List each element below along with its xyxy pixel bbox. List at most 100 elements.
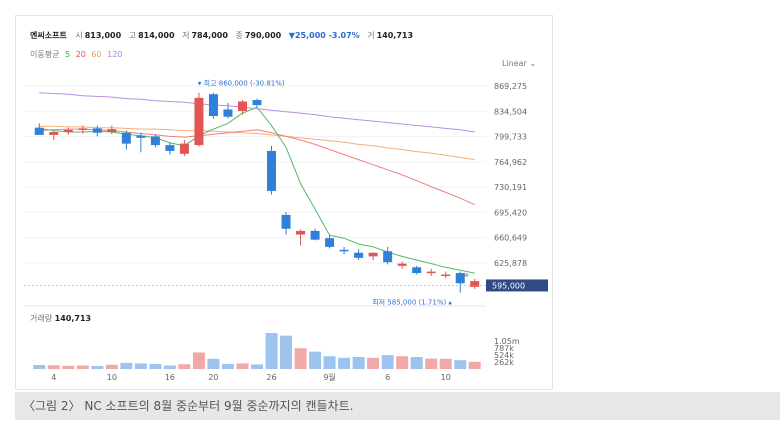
ma20-line <box>39 128 475 206</box>
volume-bar <box>221 363 234 369</box>
volume-value: 140,713 <box>376 31 414 40</box>
figure-caption: 〈그림 2〉 NC 소프트의 8월 중순부터 9월 중순까지의 캔들차트. <box>15 392 780 420</box>
x-tick-label: 20 <box>208 373 218 382</box>
candle-body <box>310 230 320 240</box>
chevron-right-icon: » <box>463 270 469 281</box>
ma5-line <box>39 106 475 274</box>
y-tick-label: 799,733 <box>494 133 527 142</box>
volume-bar <box>425 358 438 369</box>
y-tick-label: 660,649 <box>494 234 527 243</box>
candle-body <box>92 128 102 133</box>
volume-bar <box>91 366 104 369</box>
stock-header: 엔씨소프트 시 813,000 고 814,000 저 784,000 종 790,00… <box>30 30 418 41</box>
scale-selector[interactable]: Linear ⌄ <box>502 59 536 68</box>
volume-bar <box>338 357 351 369</box>
y-tick-label: 764,962 <box>494 158 527 167</box>
y-tick-label: 625,878 <box>494 259 527 268</box>
candle-body <box>325 238 335 247</box>
volume-bar <box>76 365 89 369</box>
candle-body <box>252 100 262 106</box>
candle-body <box>121 132 131 144</box>
ma-label: 이동평균 <box>30 50 60 59</box>
ma-60: 60 <box>91 50 102 59</box>
volume-bar <box>410 357 423 369</box>
open-label: 시 <box>75 31 83 40</box>
volume-panel-value: 140,713 <box>54 314 92 323</box>
volume-tick-label: 1.05m <box>494 337 520 346</box>
candle-body <box>179 143 189 154</box>
volume-bar <box>381 355 394 369</box>
candle-body <box>150 136 160 146</box>
volume-bar <box>236 363 249 369</box>
candle-body <box>281 214 291 229</box>
candle-body <box>49 132 59 135</box>
low-price: 784,000 <box>191 31 228 40</box>
volume-bar <box>367 357 380 369</box>
candle-body <box>136 135 146 138</box>
volume-bar <box>309 351 322 369</box>
candlestick-chart[interactable]: 869,275 834,504 799,733 764,962 730,191 695,4… <box>16 16 553 390</box>
x-tick-label: 26 <box>266 373 276 382</box>
low-label: 저 <box>182 31 190 40</box>
volume-bar <box>192 352 205 369</box>
volume-bar <box>47 365 60 369</box>
chevron-down-icon: ⌄ <box>529 59 537 68</box>
candle-body <box>397 263 407 266</box>
ma-20: 20 <box>75 50 86 59</box>
volume-bar <box>352 357 365 369</box>
scale-label: Linear <box>502 59 527 68</box>
volume-tick-label: 787k <box>494 344 514 353</box>
volume-bar <box>439 358 452 369</box>
ma120-line <box>39 92 475 133</box>
x-tick-label: 4 <box>51 373 56 382</box>
volume-bar <box>207 358 220 369</box>
low-annotation: 최저 585,000 (1.71%) ▴ <box>372 298 452 307</box>
candle-body <box>455 273 465 284</box>
candle-body <box>383 251 393 263</box>
current-price-tag <box>486 279 548 292</box>
volume-label: 거 <box>367 31 375 40</box>
ma-120: 120 <box>107 50 123 59</box>
candle-body <box>223 109 233 117</box>
volume-bar <box>396 356 409 369</box>
volume-bar <box>120 362 133 369</box>
y-tick-label: 730,191 <box>494 183 527 192</box>
close-price: 790,000 <box>244 31 282 40</box>
high-label: 고 <box>128 31 137 40</box>
candle-body <box>267 150 277 191</box>
x-tick-label: 10 <box>107 373 117 382</box>
high-annotation: ▾ 최고 860,000 (-30.81%) <box>198 79 285 88</box>
candle-body <box>78 128 88 130</box>
volume-bar <box>251 364 263 369</box>
x-tick-label: 6 <box>385 373 390 382</box>
volume-panel-label: 거래량 <box>30 314 53 323</box>
close-label: 종 <box>235 31 243 40</box>
current-price-label: 595,000 <box>492 281 525 290</box>
candle-body <box>296 230 306 235</box>
price-change: ▼25,000 -3.07% <box>288 31 360 40</box>
candle-body <box>368 252 378 257</box>
candle-body <box>107 129 117 133</box>
candle-body <box>426 271 436 274</box>
volume-bar <box>163 365 176 369</box>
volume-bar <box>265 333 278 369</box>
candle-body <box>194 97 204 146</box>
candle-body <box>208 94 218 117</box>
open-price: 813,000 <box>84 31 122 40</box>
volume-tick-label: 524k <box>494 351 514 360</box>
volume-bar <box>149 363 162 369</box>
candle-body <box>165 145 175 151</box>
x-tick-label: 10 <box>441 373 451 382</box>
x-tick-label: 16 <box>165 373 175 382</box>
y-tick-label: 869,275 <box>494 82 527 91</box>
volume-bar <box>134 363 147 369</box>
stock-name: 엔씨소프트 <box>30 31 67 40</box>
candle-body <box>237 101 247 111</box>
moving-average-legend[interactable]: 이동평균 5 20 60 120 <box>30 49 125 60</box>
volume-bar <box>280 335 293 369</box>
candle-body <box>470 281 480 287</box>
y-tick-label: 695,420 <box>494 208 527 217</box>
volume-tick-label: 262k <box>494 358 514 367</box>
volume-bar <box>33 365 46 369</box>
candle-body <box>34 127 44 135</box>
